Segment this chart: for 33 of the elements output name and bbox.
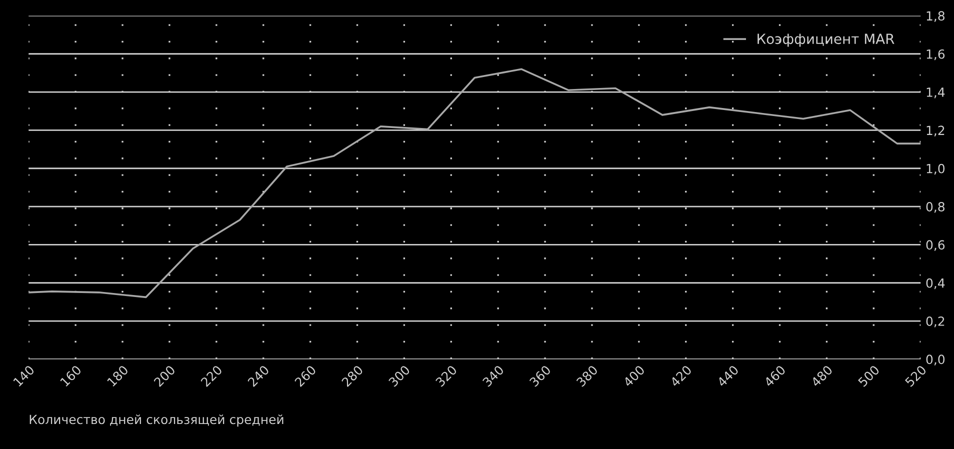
x-tick-label: 220	[200, 364, 223, 388]
x-tick-label: 260	[294, 364, 317, 388]
x-tick-label: 480	[810, 364, 833, 388]
x-tick-label: 520	[904, 364, 927, 388]
x-tick-label: 380	[576, 364, 598, 388]
line-series	[28, 68, 921, 298]
y-tick-label: 0,0	[926, 354, 945, 366]
x-tick-label: 200	[153, 364, 176, 388]
legend-label: Коэффициент MAR	[758, 34, 894, 47]
x-tick-label: 300	[388, 364, 410, 388]
x-tick-label: 360	[528, 364, 552, 388]
x-tick-label: 240	[247, 364, 270, 388]
x-tick-label: 440	[716, 364, 740, 388]
x-tick-label: 460	[763, 364, 786, 388]
y-tick-label: 1,0	[926, 164, 945, 175]
x-axis-title: Количество дней скользящей средней	[30, 414, 284, 427]
y-tick-label: 0,2	[926, 316, 944, 328]
y-tick-label: 0,8	[926, 202, 944, 213]
y-tick-label: 1,8	[926, 11, 944, 22]
x-tick-label: 160	[60, 364, 82, 387]
x-tick-label: 400	[622, 364, 646, 388]
y-tick-label: 1,2	[926, 126, 944, 136]
x-tick-label: 180	[106, 364, 129, 387]
x-tick-label: 280	[341, 364, 364, 388]
x-tick-label: 420	[670, 364, 692, 388]
x-tick-label: 340	[482, 364, 504, 388]
y-tick-label: 1,6	[926, 49, 945, 60]
y-tick-label: 1,4	[926, 88, 945, 98]
x-tick-label: 320	[435, 364, 458, 388]
y-tick-label: 0,4	[926, 278, 945, 290]
y-tick-label: 0,6	[926, 240, 945, 251]
x-tick-label: 500	[858, 364, 880, 388]
x-tick-label: 140	[12, 364, 35, 387]
